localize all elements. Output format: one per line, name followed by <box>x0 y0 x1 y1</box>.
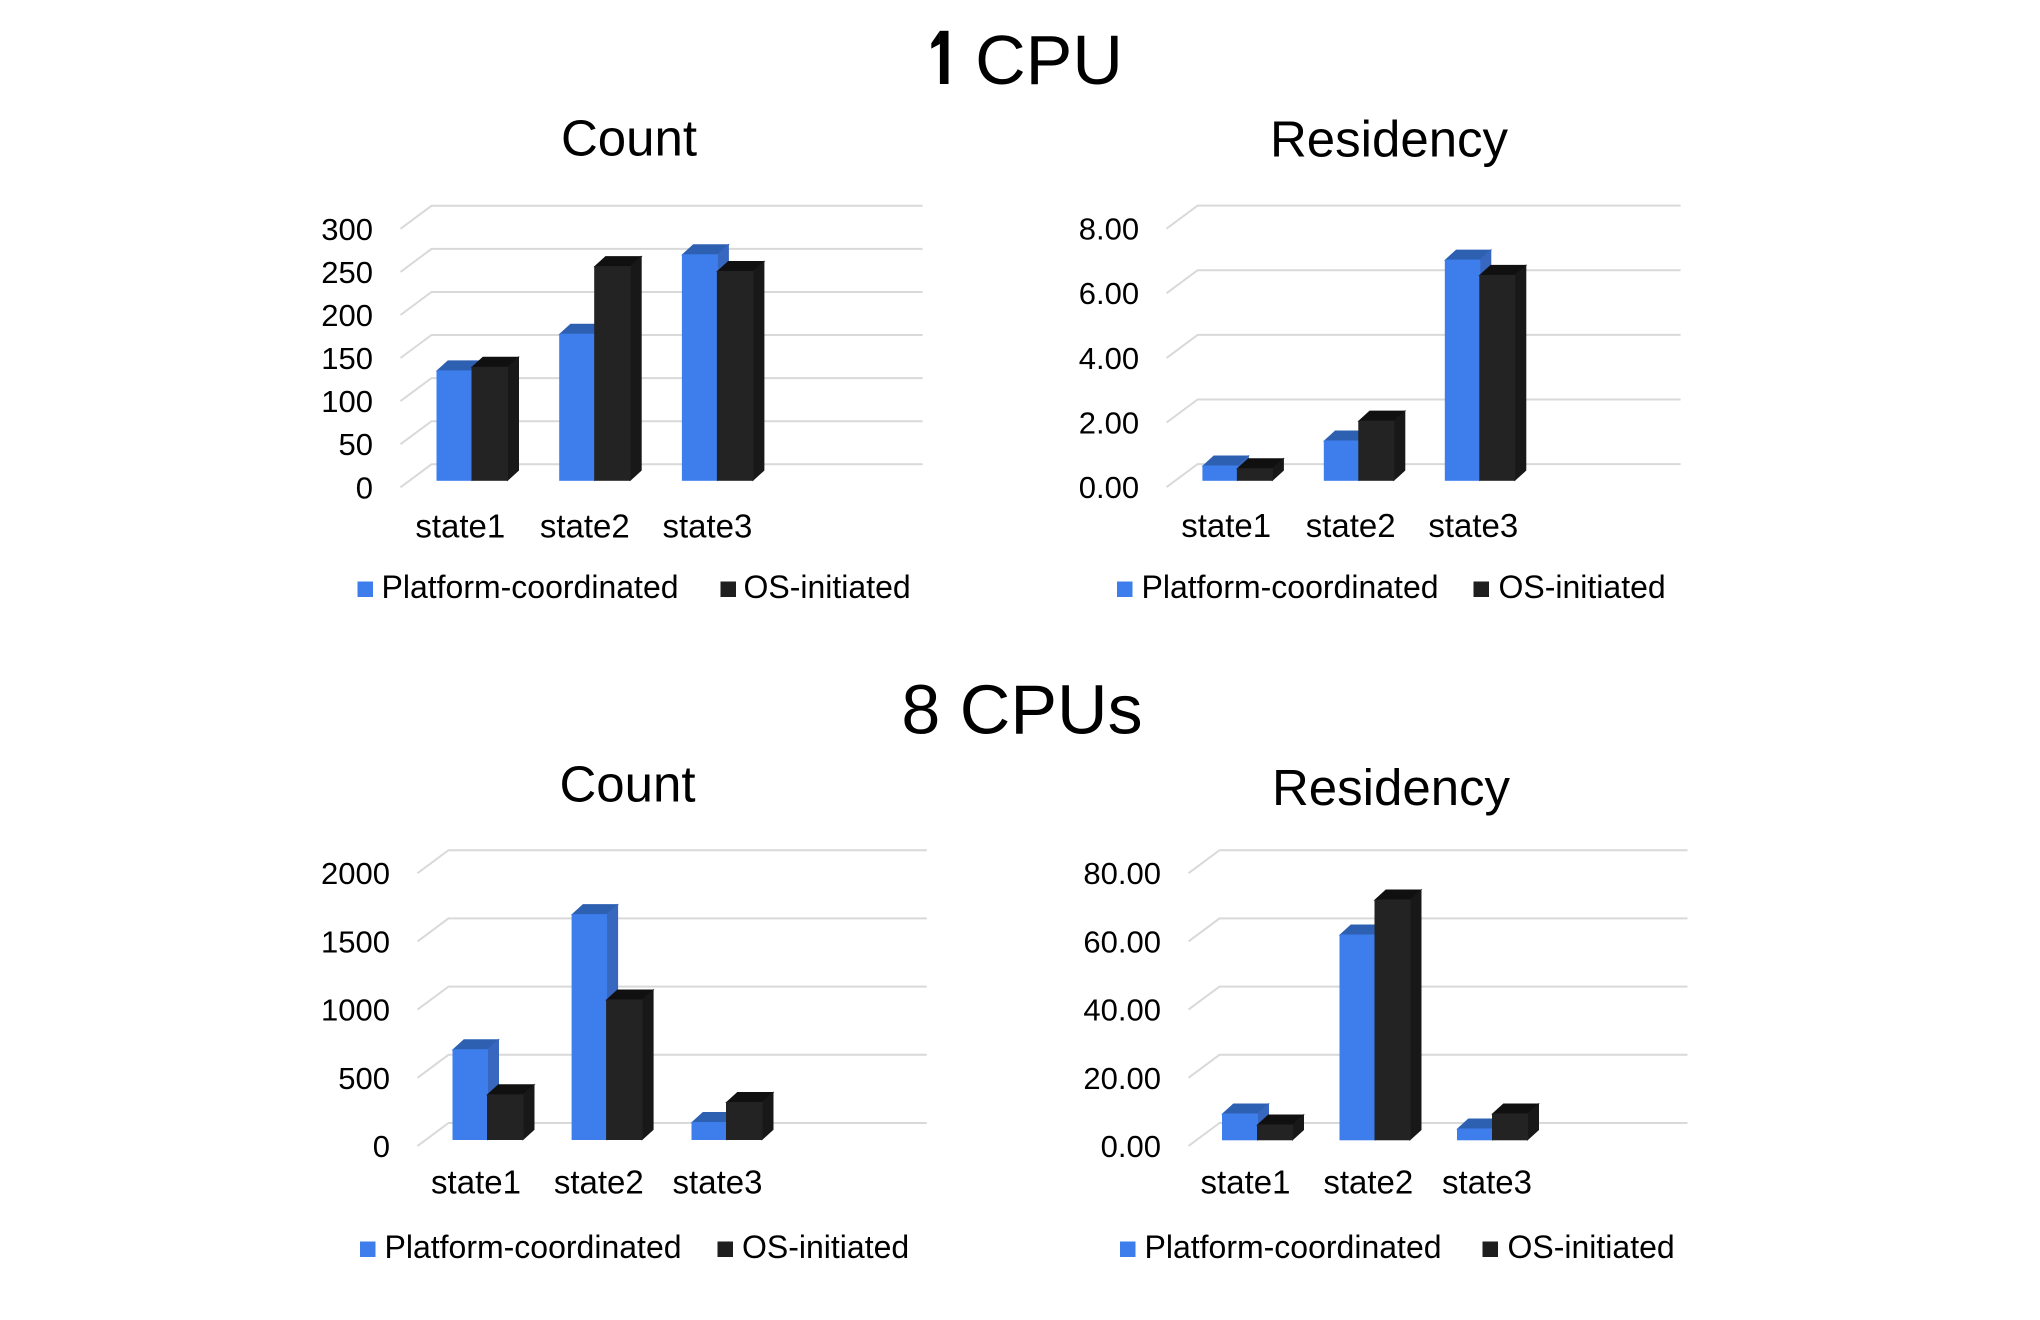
svg-text:20.00: 20.00 <box>1083 1061 1161 1096</box>
svg-text:OS-initiated: OS-initiated <box>1508 1229 1675 1265</box>
svg-text:0.00: 0.00 <box>1079 470 1139 505</box>
svg-text:Platform-coordinated: Platform-coordinated <box>1145 1229 1442 1265</box>
svg-text:1500: 1500 <box>321 924 390 959</box>
svg-text:state3: state3 <box>673 1163 763 1200</box>
svg-text:Count: Count <box>559 756 695 813</box>
svg-text:Residency: Residency <box>1272 759 1511 816</box>
svg-text:60.00: 60.00 <box>1083 924 1161 959</box>
svg-text:state2: state2 <box>1306 507 1396 544</box>
svg-text:1000: 1000 <box>321 993 390 1028</box>
svg-text:0.00: 0.00 <box>1101 1129 1161 1164</box>
svg-text:500: 500 <box>338 1061 390 1096</box>
svg-text:4.00: 4.00 <box>1079 341 1139 376</box>
svg-text:8 CPUs: 8 CPUs <box>901 671 1142 749</box>
svg-text:Residency: Residency <box>1270 111 1509 168</box>
svg-text:OS-initiated: OS-initiated <box>1499 569 1666 605</box>
svg-text:CPU: CPU <box>975 21 1123 99</box>
svg-text:50: 50 <box>339 427 373 462</box>
svg-text:Platform-coordinated: Platform-coordinated <box>1142 569 1439 605</box>
svg-text:OS-initiated: OS-initiated <box>744 569 911 605</box>
svg-text:state3: state3 <box>1442 1163 1532 1200</box>
svg-text:Count: Count <box>561 110 697 167</box>
svg-text:300: 300 <box>321 212 373 247</box>
svg-text:0: 0 <box>373 1129 390 1164</box>
svg-text:6.00: 6.00 <box>1079 276 1139 311</box>
svg-text:state2: state2 <box>1323 1163 1413 1200</box>
svg-text:Platform-coordinated: Platform-coordinated <box>385 1229 682 1265</box>
svg-text:state1: state1 <box>1181 507 1271 544</box>
svg-text:8.00: 8.00 <box>1079 212 1139 247</box>
svg-text:250: 250 <box>321 255 373 290</box>
svg-text:OS-initiated: OS-initiated <box>742 1229 909 1265</box>
svg-text:100: 100 <box>321 384 373 419</box>
svg-text:2.00: 2.00 <box>1079 406 1139 441</box>
svg-text:state3: state3 <box>1428 507 1518 544</box>
svg-text:40.00: 40.00 <box>1083 993 1161 1028</box>
svg-text:state1: state1 <box>431 1163 521 1200</box>
svg-text:state2: state2 <box>540 507 630 544</box>
svg-text:state2: state2 <box>554 1163 644 1200</box>
svg-text:state3: state3 <box>662 507 752 544</box>
svg-text:0: 0 <box>356 470 373 505</box>
svg-text:state1: state1 <box>415 507 505 544</box>
svg-text:80.00: 80.00 <box>1083 856 1161 891</box>
svg-text:Platform-coordinated: Platform-coordinated <box>382 569 679 605</box>
svg-text:2000: 2000 <box>321 856 390 891</box>
svg-text:150: 150 <box>321 341 373 376</box>
svg-text:state1: state1 <box>1201 1163 1291 1200</box>
svg-text:200: 200 <box>321 298 373 333</box>
